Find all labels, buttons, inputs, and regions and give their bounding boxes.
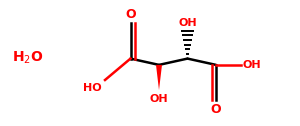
Text: O: O xyxy=(125,8,136,21)
Text: OH: OH xyxy=(243,60,262,70)
Text: O: O xyxy=(211,103,221,116)
Text: OH: OH xyxy=(178,18,197,28)
Text: H$_2$O: H$_2$O xyxy=(12,50,43,66)
Text: OH: OH xyxy=(150,94,168,104)
Text: HO: HO xyxy=(83,83,102,93)
Polygon shape xyxy=(156,65,162,90)
